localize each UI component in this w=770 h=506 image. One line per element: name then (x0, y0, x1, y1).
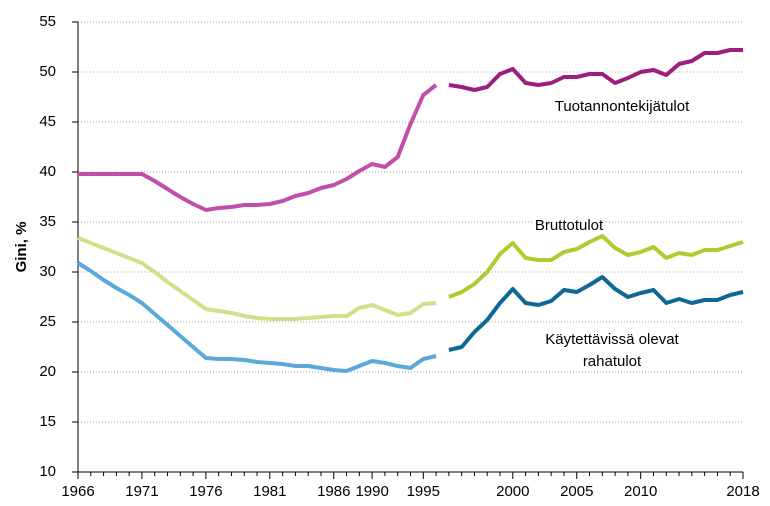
annotation: Bruttotulot (535, 217, 604, 234)
series-line (77, 236, 437, 321)
x-tick-label: 1976 (189, 483, 222, 500)
y-tick-label: 10 (39, 463, 56, 480)
series-line (448, 48, 743, 92)
series-line (76, 261, 437, 373)
x-tick-label: 2000 (496, 483, 529, 500)
x-tick-label: 1971 (125, 483, 158, 500)
y-axis-label: Gini, % (13, 222, 30, 273)
x-tick-label: 1990 (355, 483, 388, 500)
y-tick-label: 30 (39, 263, 56, 280)
series-line (448, 275, 744, 352)
y-tick-label: 40 (39, 163, 56, 180)
x-tick-label: 2010 (624, 483, 657, 500)
y-tick-label: 15 (39, 413, 56, 430)
x-tick-label: 1981 (253, 483, 286, 500)
series-line (448, 234, 744, 299)
x-tick-label: 1966 (61, 483, 94, 500)
x-tick-label: 1995 (407, 483, 440, 500)
series-line (78, 83, 438, 212)
annotation: Käytettävissä olevat (545, 331, 679, 348)
annotation: rahatulot (583, 353, 642, 370)
y-tick-label: 45 (39, 113, 56, 130)
y-tick-label: 55 (39, 13, 56, 30)
y-tick-label: 35 (39, 213, 56, 230)
y-tick-label: 50 (39, 63, 56, 80)
y-tick-label: 20 (39, 363, 56, 380)
x-tick-label: 2005 (560, 483, 593, 500)
x-tick-label: 1986 (317, 483, 350, 500)
annotation: Tuotannontekijätulot (555, 98, 690, 115)
x-tick-label: 2018 (726, 483, 759, 500)
y-tick-label: 25 (39, 313, 56, 330)
